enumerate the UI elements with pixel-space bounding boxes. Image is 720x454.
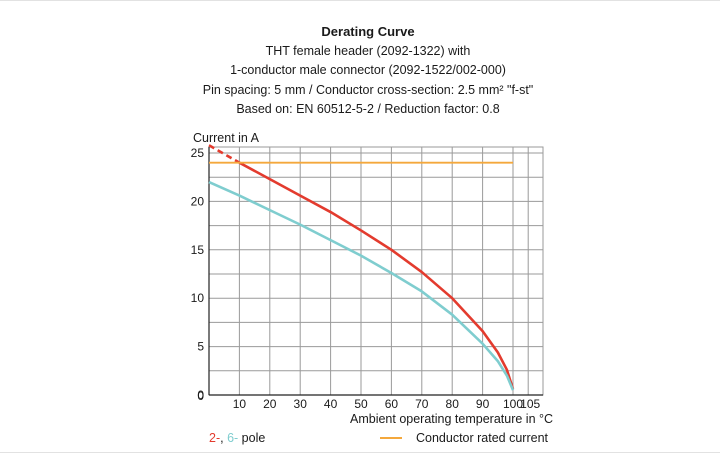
series-2-pole	[238, 161, 515, 390]
legend-rated-current: Conductor rated current	[416, 431, 549, 445]
x-tick-label: 60	[385, 397, 399, 411]
x-tick-label: 40	[324, 397, 338, 411]
x-tick-label: 100	[503, 397, 523, 411]
bottom-rule	[0, 452, 720, 453]
y-tick-label: 25	[191, 146, 205, 160]
rated-current-swatch	[380, 437, 402, 439]
chart-title: Derating Curve	[321, 24, 415, 39]
legend-pole-6: 6-	[227, 431, 239, 445]
y-tick-label: 20	[191, 194, 205, 208]
plot-frame	[208, 146, 544, 396]
x-tick-label: 80	[446, 397, 460, 411]
rated-current-legend: Conductor rated current	[380, 431, 548, 445]
y-tick-label: 5	[197, 340, 204, 354]
y-axis-label: Current in A	[193, 131, 260, 145]
chart-titles: Derating Curve THT female header (2092-1…	[0, 22, 720, 120]
series-6-pole	[208, 180, 515, 391]
x-tick-label: 105	[520, 397, 540, 411]
series-2-pole-extrapolated	[208, 144, 241, 164]
x-tick-label: 20	[263, 397, 277, 411]
chart-lines	[208, 144, 515, 391]
x-tick-label: 50	[354, 397, 368, 411]
x-tick-label: 0	[197, 389, 204, 403]
x-tick-label: 10	[233, 397, 247, 411]
subtitle-line-2: 1-conductor male connector (2092-1522/00…	[230, 63, 506, 78]
x-tick-label: 90	[476, 397, 490, 411]
subtitle-line-1: THT female header (2092-1322) with	[265, 43, 471, 58]
y-tick-label: 10	[191, 291, 205, 305]
subtitle-line-3: Pin spacing: 5 mm / Conductor cross-sect…	[202, 82, 534, 97]
x-axis-label: Ambient operating temperature in °C	[350, 412, 553, 426]
y-tick-label: 15	[191, 243, 205, 257]
x-tick-label: 30	[294, 397, 308, 411]
chart-axes	[208, 147, 543, 396]
x-tick-label: 70	[415, 397, 429, 411]
pole-legend: 2-, 6- pole	[209, 431, 265, 445]
subtitle-line-4: Based on: EN 60512-5-2 / Reduction facto…	[236, 102, 500, 117]
legend-pole-suffix: pole	[238, 431, 266, 445]
top-rule	[0, 0, 720, 1]
y-tick-label: 0	[197, 388, 204, 402]
legend-separator: ,	[220, 431, 228, 445]
chart-grid	[208, 146, 544, 396]
legend-pole-2: 2-	[209, 431, 221, 445]
